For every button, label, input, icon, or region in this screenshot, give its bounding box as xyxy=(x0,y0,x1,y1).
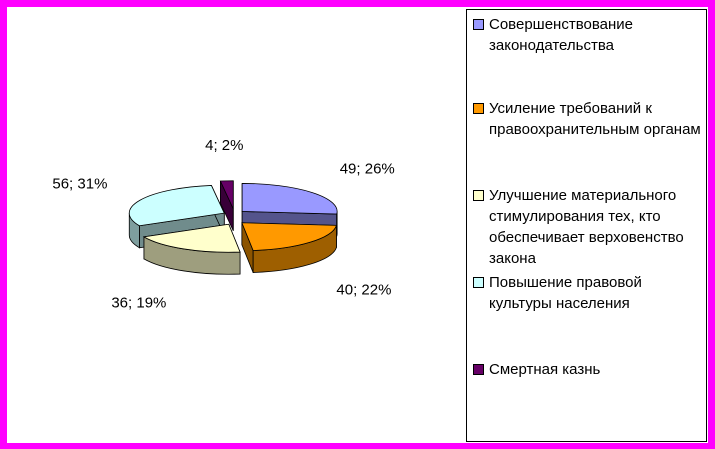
pie-slice-top xyxy=(241,222,338,251)
legend-label-4: Смертная казнь xyxy=(489,361,601,378)
legend-label-2: Улучшение материального стимулирования т… xyxy=(489,187,684,267)
legend-swatch-2 xyxy=(473,190,484,201)
chart-frame: 49; 26% 40; 22% 36; 19% 56; 31% 4; 2% Соверш… xyxy=(7,7,708,443)
legend-swatch-0 xyxy=(473,19,484,30)
plot-area: 49; 26% 40; 22% 36; 19% 56; 31% 4; 2% xyxy=(7,7,467,443)
pie-slice-1 xyxy=(241,222,338,273)
legend-label-3: Повышение правовой культуры населения xyxy=(489,274,642,312)
data-label-3: 56; 31% xyxy=(52,175,107,192)
pie-slice-2 xyxy=(142,223,241,275)
pie-slice-top xyxy=(219,180,234,209)
pie-slice-top xyxy=(241,183,338,215)
legend-label-1: Усиление требований к правоохранительным… xyxy=(489,100,701,138)
pie-slice-top xyxy=(142,223,241,253)
data-label-2: 36; 19% xyxy=(111,294,166,311)
legend-swatch-4 xyxy=(473,364,484,375)
data-label-1: 40; 22% xyxy=(336,281,391,298)
legend: Совершенствование законодательства Усиле… xyxy=(466,9,707,442)
legend-swatch-3 xyxy=(473,277,484,288)
pie-chart: 49; 26% 40; 22% 36; 19% 56; 31% 4; 2% xyxy=(52,137,395,311)
pie-slice-4 xyxy=(219,180,234,231)
legend-swatch-1 xyxy=(473,103,484,114)
legend-label-0: Совершенствование законодательства xyxy=(489,16,633,54)
pie-slice-top xyxy=(128,185,225,227)
data-label-4: 4; 2% xyxy=(205,137,243,154)
data-label-0: 49; 26% xyxy=(340,161,395,178)
